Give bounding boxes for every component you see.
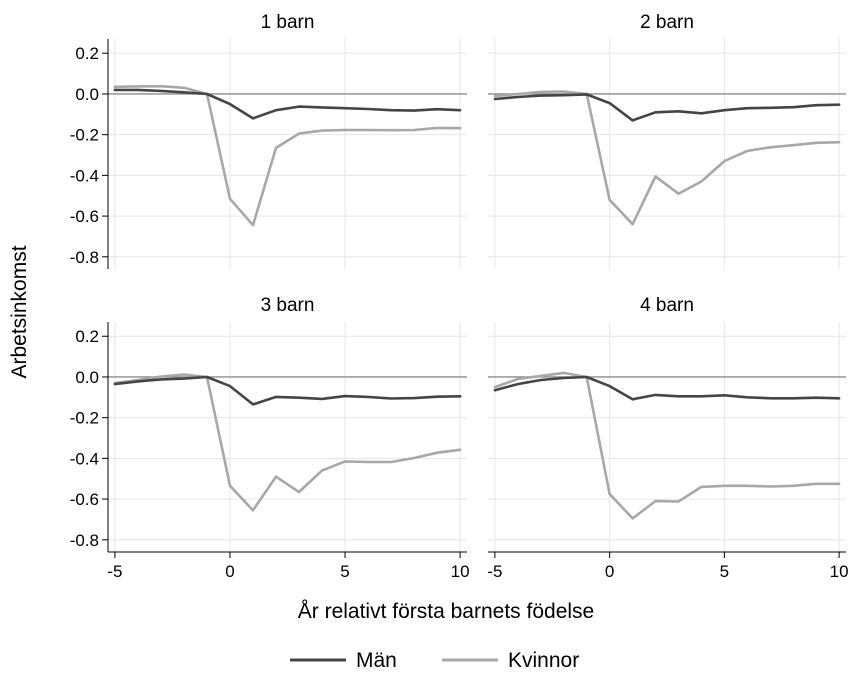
y-axis-title: Arbetsinkomst (8, 245, 31, 378)
series-line-man (113, 88, 462, 120)
legend-item-kvinnor: Kvinnor (442, 649, 579, 672)
y-tick-label: 0.0 (75, 368, 99, 387)
y-tick-label: 0.2 (75, 327, 99, 346)
x-tick-label: 0 (605, 562, 614, 581)
x-tick-label: 5 (340, 562, 349, 581)
x-tick-label: 5 (720, 562, 729, 581)
panel-title: 2 barn (640, 12, 694, 33)
x-tick-label: -5 (487, 562, 502, 581)
y-tick-label: 0.0 (75, 85, 99, 104)
x-tick-label: -5 (107, 562, 122, 581)
legend-item-man: Män (290, 649, 397, 672)
y-tick-label: -0.4 (70, 449, 99, 468)
series-line-man (493, 375, 841, 401)
panel-title: 3 barn (261, 295, 315, 316)
legend: Män Kvinnor (290, 649, 579, 672)
series-line-kvinnor (493, 90, 841, 226)
y-tick-label: -0.2 (70, 409, 99, 428)
series-line-man (113, 375, 462, 406)
panel-title: 4 barn (640, 295, 694, 316)
panel-title: 1 barn (261, 12, 315, 33)
legend-label: Män (356, 649, 397, 672)
x-tick-label: 10 (451, 562, 470, 581)
y-tick-label: -0.6 (70, 207, 99, 226)
x-axis-title: År relativt första barnets födelse (298, 600, 594, 623)
series-line-kvinnor (113, 84, 462, 227)
y-tick-label: -0.4 (70, 166, 99, 185)
x-tick-label: 10 (830, 562, 849, 581)
panel-1: 0.2 0.0 -0.2 -0.4 -0.6 -0.8 1 barn (70, 12, 467, 269)
series-line-man (493, 93, 841, 122)
panel-2: 2 barn (488, 12, 846, 269)
series-line-kvinnor (113, 373, 462, 512)
y-tick-label: 0.2 (75, 44, 99, 63)
y-tick-label: -0.8 (70, 248, 99, 267)
legend-label: Kvinnor (508, 649, 579, 672)
y-tick-label: -0.8 (70, 531, 99, 550)
panel-4: -5 0 5 10 4 barn (487, 295, 848, 581)
panel-3: 0.2 0.0 -0.2 -0.4 -0.6 -0.8 -5 0 5 10 3 barn (70, 295, 470, 581)
y-tick-label: -0.6 (70, 490, 99, 509)
panels-layer: 0.2 0.0 -0.2 -0.4 -0.6 -0.8 1 barn 2 barn 0.2 0.0… (70, 12, 849, 581)
y-tick-label: -0.2 (70, 126, 99, 145)
series-line-kvinnor (493, 371, 841, 520)
x-tick-label: 0 (225, 562, 234, 581)
